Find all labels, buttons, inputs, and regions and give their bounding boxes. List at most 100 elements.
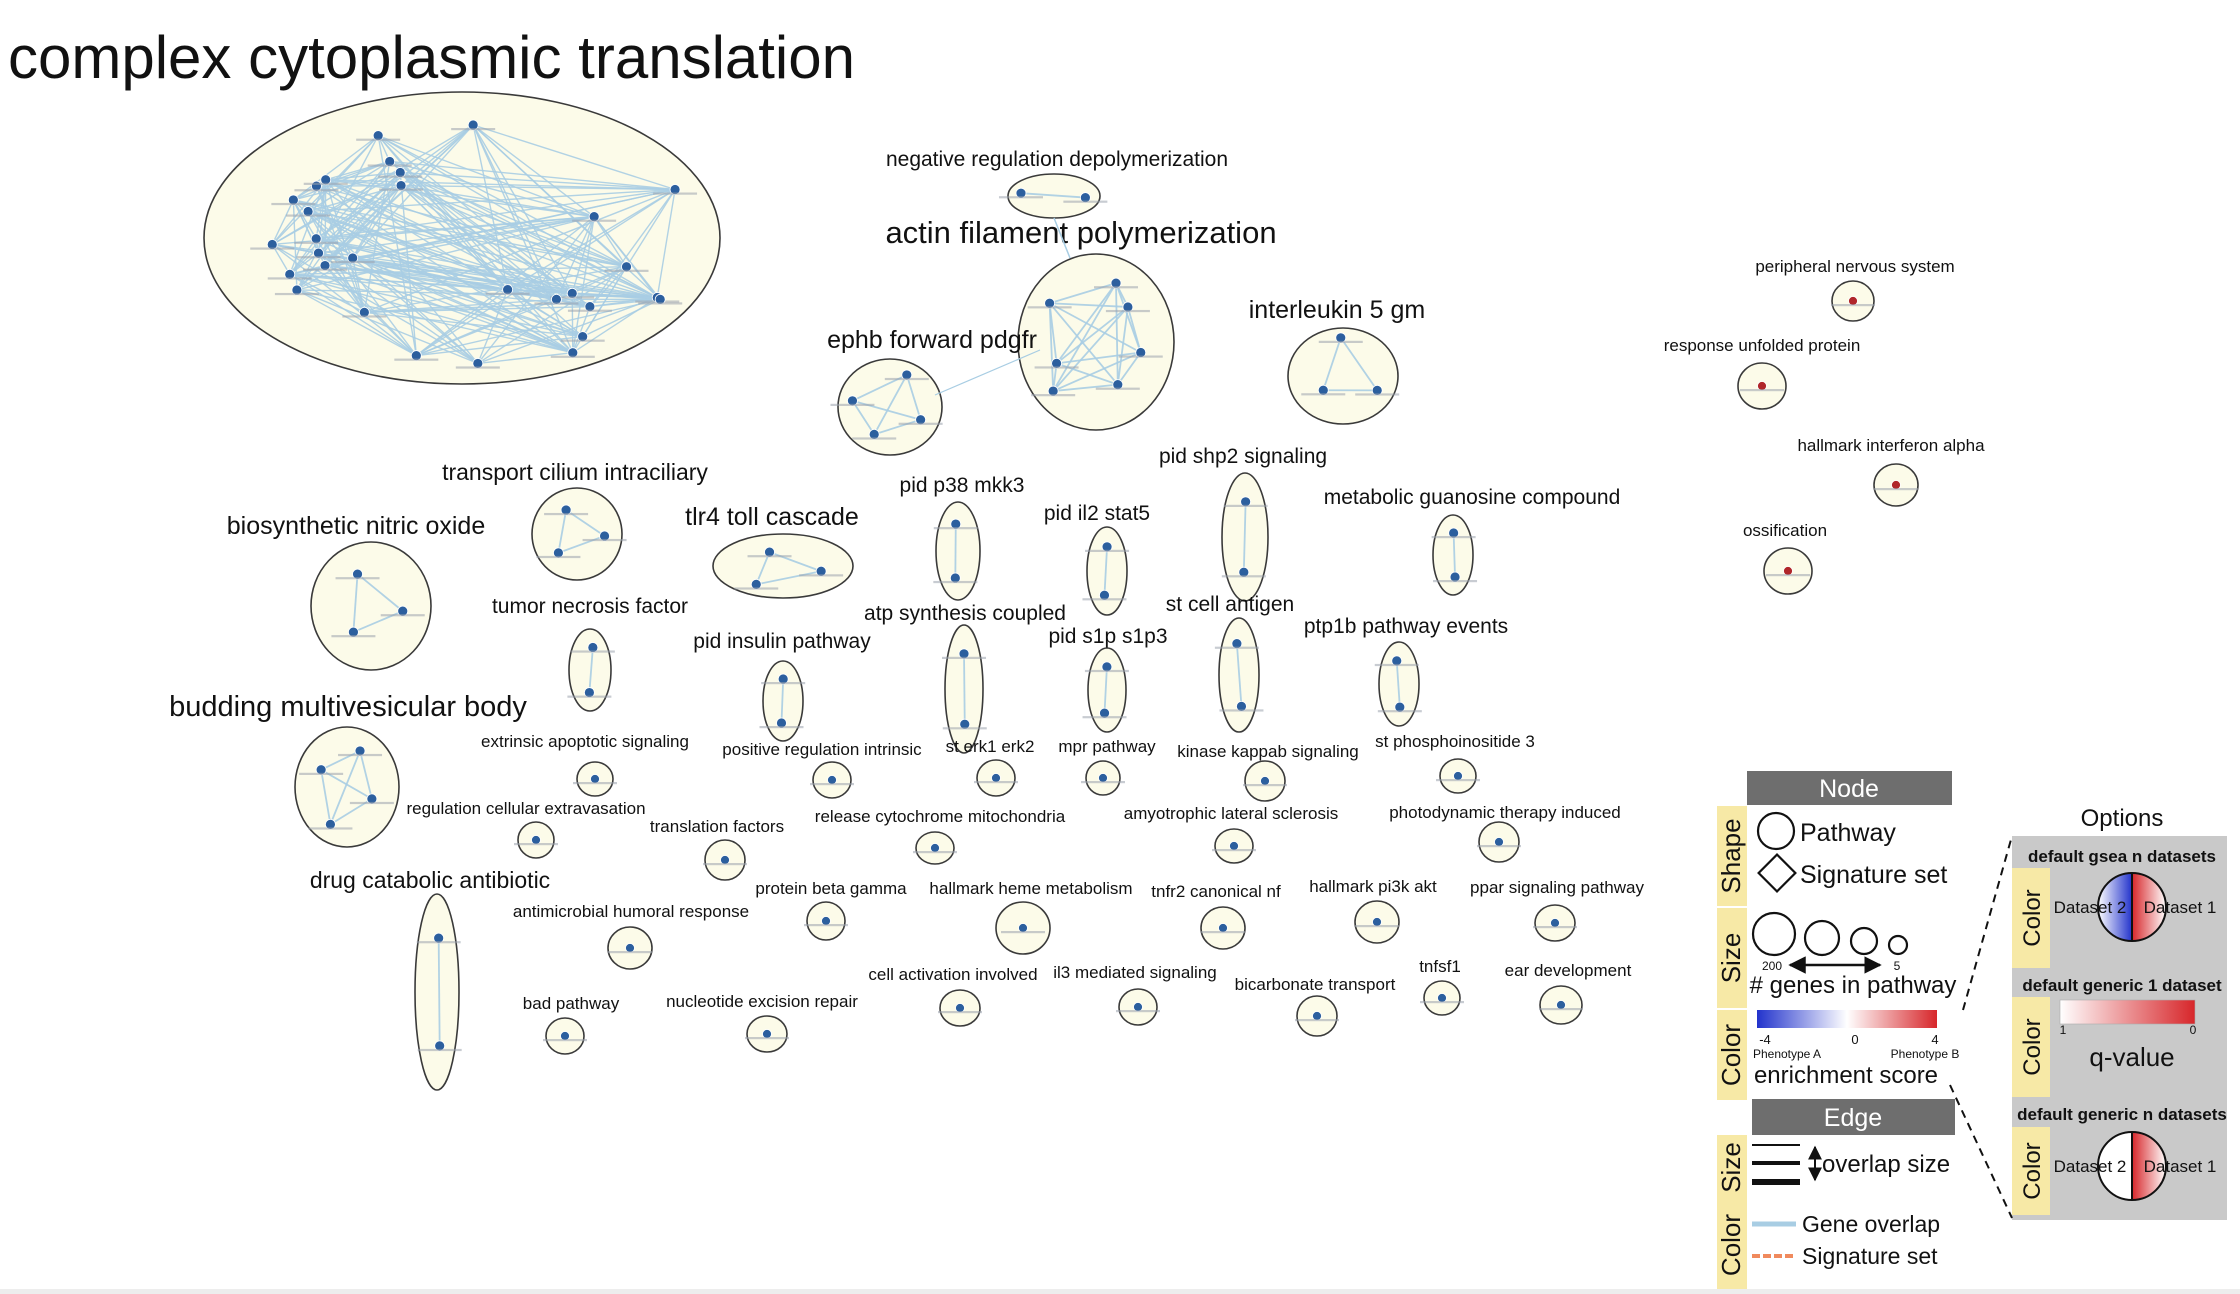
- cluster-c18[interactable]: atp synthesis coupled: [864, 602, 1066, 754]
- cluster-c16[interactable]: metabolic guanosine compound: [1324, 486, 1621, 596]
- option-dataset-2: Dataset 2: [2054, 1157, 2127, 1176]
- node-caption-mark: [417, 1048, 462, 1052]
- cluster-c9[interactable]: ossification: [1743, 521, 1827, 595]
- gene-overlap-edge: [1103, 546, 1108, 596]
- cluster-c7[interactable]: response unfolded protein: [1664, 336, 1861, 410]
- cluster-label: tnfr2 canonical nf: [1151, 882, 1281, 901]
- cluster-c48[interactable]: nucleotide excision repair: [666, 992, 858, 1053]
- gene-overlap-edge: [377, 135, 591, 308]
- cluster-c32[interactable]: release cytochrome mitochondria: [815, 807, 1066, 865]
- gene-overlap-edges: [271, 124, 676, 365]
- cluster-c5[interactable]: interleukin 5 gm: [1249, 296, 1425, 425]
- gene-overlap-edge: [572, 306, 591, 353]
- cluster-c46[interactable]: ear development: [1505, 961, 1632, 1025]
- cluster-label: actin filament polymerization: [885, 215, 1276, 250]
- options-connector: [1949, 1084, 2013, 1219]
- cluster-label: ephb forward pdgfr: [827, 326, 1037, 354]
- cluster-c14[interactable]: pid shp2 signaling: [1159, 445, 1327, 602]
- gene-overlap-edge: [352, 257, 479, 364]
- gene-overlap-edges: [437, 938, 441, 1046]
- legend-node-header: [1747, 771, 1952, 805]
- gene-overlap-edge: [307, 210, 627, 268]
- cluster-c8[interactable]: hallmark interferon alpha: [1797, 436, 1985, 507]
- cluster-c41[interactable]: ppar signaling pathway: [1470, 878, 1644, 942]
- node-caption-mark: [1874, 488, 1918, 491]
- size-circle-icon: [1849, 926, 1879, 956]
- gene-overlap-edges: [1395, 660, 1401, 708]
- node-caption-mark: [913, 851, 957, 854]
- cluster-c33[interactable]: amyotrophic lateral sclerosis: [1124, 804, 1338, 864]
- node-caption-mark: [271, 202, 316, 206]
- cluster-c19[interactable]: st cell antigen: [1166, 593, 1294, 733]
- node-caption-mark: [1355, 393, 1400, 396]
- cluster-c40[interactable]: hallmark pi3k akt: [1309, 877, 1437, 944]
- cluster-c38[interactable]: hallmark heme metabolism: [929, 879, 1133, 955]
- node-caption-mark: [1063, 200, 1108, 203]
- gene-overlap-edge: [364, 298, 557, 314]
- cluster-c28[interactable]: kinase kappab signaling: [1177, 742, 1359, 802]
- cluster-c44[interactable]: bicarbonate transport: [1235, 975, 1396, 1037]
- cluster-c4[interactable]: ephb forward pdgfr: [827, 326, 1037, 456]
- gene-overlap-edge: [325, 179, 595, 218]
- node-caption-mark: [1533, 926, 1577, 929]
- cluster-label: response unfolded protein: [1664, 336, 1861, 355]
- cluster-c21[interactable]: pid s1p s1p3: [1048, 625, 1168, 733]
- gene-overlap-edge: [1116, 306, 1129, 385]
- node-caption-mark: [1295, 1019, 1339, 1022]
- node-caption-mark: [1085, 549, 1130, 552]
- node-caption-mark: [485, 292, 530, 295]
- cluster-c24[interactable]: extrinsic apoptotic signaling: [481, 732, 689, 797]
- cluster-c26[interactable]: st erk1 erk2: [946, 737, 1035, 797]
- cluster-c39[interactable]: tnfr2 canonical nf: [1151, 882, 1281, 950]
- cluster-c36[interactable]: antimicrobial humoral response: [513, 902, 749, 970]
- cluster-c47[interactable]: bad pathway: [523, 994, 620, 1055]
- cluster-c45[interactable]: tnfsf1: [1419, 957, 1464, 1016]
- cluster-c35[interactable]: drug catabolic antibiotic: [310, 867, 550, 1091]
- gene-overlap-edge: [589, 189, 676, 308]
- cluster-c20[interactable]: pid insulin pathway: [693, 630, 871, 742]
- gene-overlap-edge: [873, 418, 921, 436]
- options-tab: [2012, 997, 2050, 1097]
- cluster-c22[interactable]: ptp1b pathway events: [1304, 615, 1508, 727]
- cluster-label: transport cilium intraciliary: [442, 459, 708, 485]
- cluster-c13[interactable]: pid p38 mkk3: [900, 474, 1025, 601]
- node-caption-mark: [1105, 309, 1150, 313]
- cluster-c3[interactable]: actin filament polymerization: [885, 215, 1277, 431]
- gene-overlap-edge: [1055, 282, 1117, 364]
- cluster-c30[interactable]: regulation cellular extravasation: [406, 799, 646, 859]
- node-caption-mark: [1223, 504, 1268, 507]
- cluster-c43[interactable]: il3 mediated signaling: [1053, 963, 1217, 1026]
- cluster-c1[interactable]: complex cytoplasmic translation: [8, 24, 855, 385]
- cluster-c37[interactable]: protein beta gamma: [755, 879, 907, 941]
- cluster-c25[interactable]: positive regulation intrinsic: [722, 740, 922, 799]
- node-caption-mark: [1420, 1001, 1464, 1004]
- node-caption-mark: [1436, 779, 1480, 782]
- cluster-c15[interactable]: pid il2 stat5: [1044, 502, 1150, 616]
- cluster-boundary: [1086, 526, 1128, 616]
- gene-overlap-edges: [1103, 666, 1108, 714]
- pathway-shape-icon: [1756, 811, 1796, 851]
- cluster-c31[interactable]: translation factors: [650, 817, 784, 881]
- cluster-c42[interactable]: cell activation involved: [868, 965, 1038, 1027]
- gene-overlap-edge: [415, 188, 676, 357]
- cluster-label: tnfsf1: [1419, 957, 1461, 976]
- cluster-c17[interactable]: tumor necrosis factor: [492, 595, 688, 712]
- cluster-c2[interactable]: negative regulation depolymerization: [886, 148, 1228, 219]
- cluster-c11[interactable]: biosynthetic nitric oxide: [227, 512, 485, 671]
- gene-overlap-edges: [780, 678, 785, 724]
- cluster-c34[interactable]: photodynamic therapy induced: [1389, 803, 1621, 863]
- node-caption-mark: [550, 355, 595, 358]
- cluster-label: tlr4 toll cascade: [685, 503, 859, 531]
- gene-overlap-edge: [1056, 306, 1129, 365]
- cluster-c27[interactable]: mpr pathway: [1058, 737, 1156, 796]
- cluster-boundary: [712, 533, 854, 599]
- cluster-c12[interactable]: tlr4 toll cascade: [685, 503, 859, 599]
- cluster-c6[interactable]: peripheral nervous system: [1755, 257, 1955, 322]
- gene-overlap-edge: [873, 374, 908, 435]
- cluster-c10[interactable]: transport cilium intraciliary: [442, 459, 708, 581]
- cluster-c23[interactable]: budding multivesicular body: [169, 691, 527, 848]
- node-caption-mark: [638, 302, 683, 305]
- cluster-c29[interactable]: st phosphoinositide 3: [1375, 732, 1535, 794]
- cluster-label: il3 mediated signaling: [1053, 963, 1217, 982]
